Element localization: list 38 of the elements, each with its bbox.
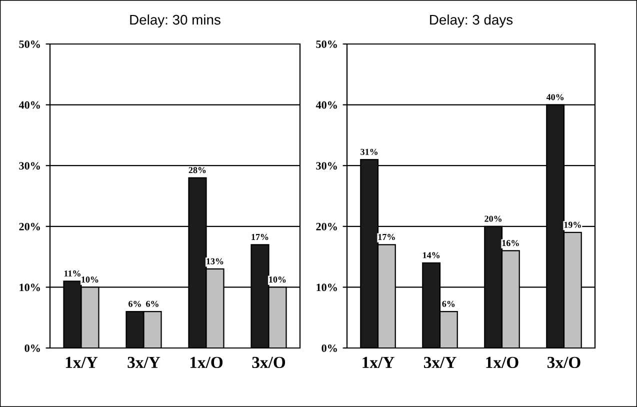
y-tick-label: 50% — [19, 40, 40, 48]
data-label: 10% — [82, 276, 98, 283]
y-tick-label: 50% — [316, 40, 337, 48]
y-tick-label: 20% — [316, 222, 337, 230]
data-label: 17% — [252, 234, 268, 240]
x-tick-label: 1x/Y — [362, 356, 394, 368]
data-label: 14% — [423, 252, 440, 258]
data-label: 13% — [206, 258, 224, 264]
data-label: 17% — [378, 234, 395, 240]
data-label: 16% — [502, 240, 519, 246]
y-tick-label: 30% — [19, 162, 40, 170]
data-label: 40% — [546, 94, 564, 100]
data-label: 19% — [564, 222, 581, 228]
chart-title: Delay: 30 mins — [130, 14, 220, 28]
y-tick-label: 40% — [316, 101, 337, 109]
y-tick-label: 40% — [18, 101, 40, 109]
y-tick-label: 10% — [20, 284, 40, 292]
data-label: 31% — [360, 148, 378, 155]
y-tick-label: 20% — [19, 222, 40, 230]
data-label: 6% — [146, 300, 158, 307]
chart-title: Delay: 3 days — [430, 14, 513, 28]
x-tick-label: 3x/O — [252, 356, 286, 368]
x-tick-label: 1x/O — [486, 356, 518, 368]
data-label: 10% — [269, 276, 286, 283]
y-tick-label: 0% — [24, 344, 40, 352]
data-label: 28% — [188, 167, 206, 174]
data-label: 6% — [442, 300, 455, 307]
data-label: 20% — [484, 216, 502, 222]
y-tick-label: 10% — [316, 284, 337, 292]
x-tick-label: 3x/Y — [424, 356, 456, 368]
data-label: 11% — [64, 270, 80, 277]
y-tick-label: 30% — [316, 162, 337, 170]
x-tick-label: 3x/Y — [128, 356, 160, 368]
data-label: 6% — [128, 300, 141, 307]
y-tick-label: 0% — [322, 344, 337, 352]
x-tick-label: 3x/O — [547, 356, 580, 368]
x-tick-label: 1x/O — [190, 356, 223, 368]
x-tick-label: 1x/Y — [66, 356, 98, 368]
